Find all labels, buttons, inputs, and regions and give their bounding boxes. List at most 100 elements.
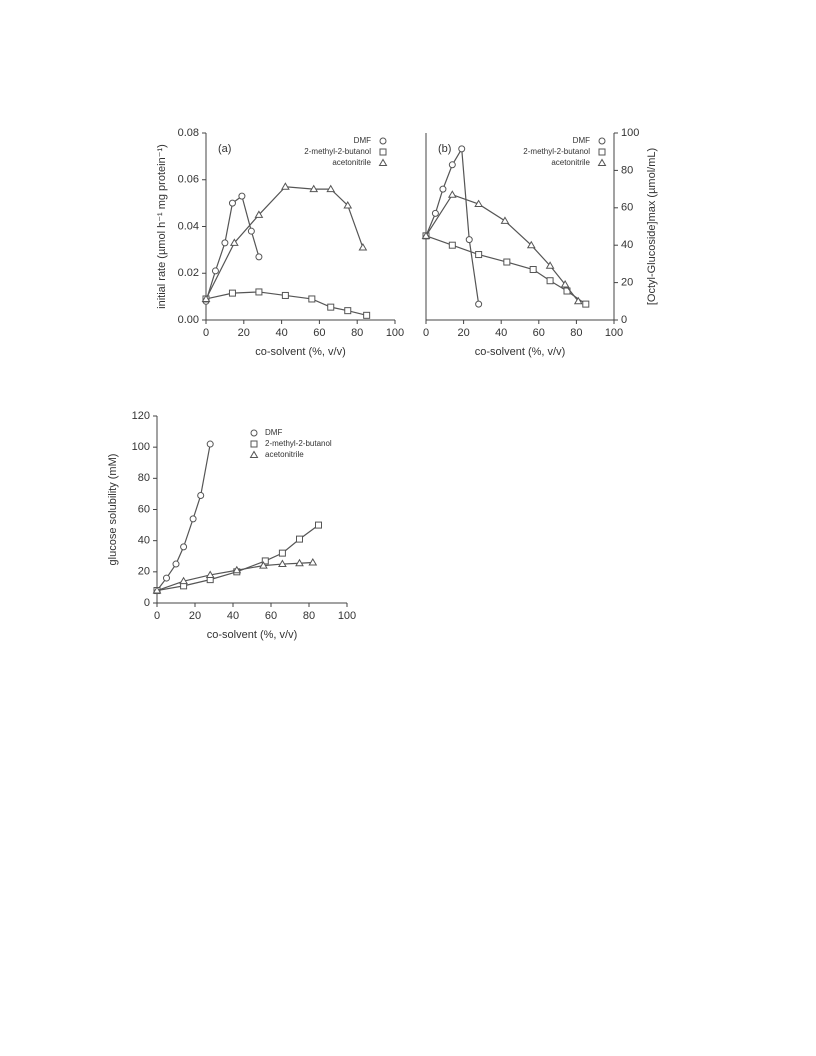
marker — [189, 515, 197, 523]
marker — [439, 185, 447, 193]
legend-label: 2-methyl-2-butanol — [304, 147, 371, 156]
marker — [163, 574, 170, 582]
y-axis-label: glucose solubility (mM) — [107, 454, 119, 566]
x-tick-label: 100 — [338, 610, 356, 622]
series-line — [425, 146, 480, 305]
marker — [197, 491, 205, 499]
y-tick-label: 40 — [621, 239, 633, 251]
y-tick-label: 100 — [621, 127, 639, 139]
marker — [447, 190, 457, 198]
marker — [421, 231, 431, 239]
x-tick-label: 20 — [238, 327, 250, 339]
x-tick-label: 0 — [203, 327, 209, 339]
marker — [281, 291, 289, 299]
x-tick-label: 0 — [423, 327, 429, 339]
marker — [250, 429, 258, 437]
series-line — [156, 443, 211, 591]
marker — [448, 241, 456, 249]
marker — [379, 137, 387, 145]
y-tick-label: 0 — [144, 597, 150, 609]
marker — [232, 565, 242, 574]
marker — [573, 296, 583, 305]
marker — [250, 440, 258, 448]
marker — [465, 236, 473, 244]
y-tick-label: 0.04 — [178, 220, 199, 232]
series-line — [205, 186, 364, 300]
x-tick-label: 60 — [533, 327, 545, 339]
marker — [503, 258, 511, 266]
legend-label: DMF — [354, 136, 371, 145]
marker — [358, 243, 368, 251]
y-tick-label: 40 — [138, 535, 150, 547]
y-tick-label: 20 — [621, 277, 633, 289]
marker — [228, 289, 236, 297]
marker — [343, 200, 353, 209]
x-tick-label: 20 — [457, 327, 469, 339]
x-tick-label: 60 — [265, 610, 277, 622]
x-tick-label: 60 — [313, 327, 325, 339]
y-tick-label: 0 — [621, 314, 627, 326]
y-axis-label: [Octyl-Glucoside]max (µmol/mL) — [646, 148, 658, 305]
x-tick-label: 20 — [189, 610, 201, 622]
marker — [308, 295, 316, 303]
marker — [448, 161, 456, 169]
y-axis-label: initial rate (µmol h⁻¹ mg protein⁻¹) — [156, 144, 168, 309]
chart: 0 20 40 60 80 100 0.00 0.02 0.04 0.06 0.08 co-solve… — [156, 127, 404, 358]
x-axis-label: co-solvent (%, v/v) — [475, 346, 565, 358]
marker — [295, 558, 304, 567]
series-line — [156, 524, 319, 592]
x-tick-label: 40 — [275, 327, 287, 339]
marker — [363, 311, 371, 319]
marker — [278, 559, 287, 568]
marker — [278, 549, 286, 557]
marker — [180, 543, 188, 551]
x-tick-label: 40 — [227, 610, 239, 622]
x-tick-label: 80 — [570, 327, 582, 339]
marker — [545, 261, 555, 269]
marker — [378, 158, 388, 166]
legend-label: 2-methyl-2-butanol — [265, 439, 332, 448]
marker — [205, 570, 215, 578]
y-tick-label: 0.06 — [178, 174, 199, 186]
marker — [529, 266, 537, 274]
marker — [598, 137, 606, 145]
marker — [500, 216, 510, 224]
chart: 0 20 40 60 80 100 0 20 40 60 80 100 120 co-solvent (%… — [107, 410, 356, 641]
marker — [238, 192, 246, 200]
series-line — [205, 195, 260, 302]
x-tick-label: 100 — [386, 327, 404, 339]
marker — [281, 182, 290, 190]
marker — [255, 288, 263, 296]
marker — [261, 557, 269, 565]
marker — [598, 148, 606, 156]
marker — [582, 300, 590, 308]
legend-label: acetonitrile — [332, 158, 371, 167]
marker — [474, 199, 484, 208]
marker — [597, 158, 607, 166]
panel-label: (a) — [218, 143, 231, 155]
marker — [152, 586, 162, 594]
marker — [379, 148, 387, 156]
marker — [211, 267, 219, 275]
y-tick-label: 0.02 — [178, 267, 199, 279]
marker — [546, 277, 554, 285]
marker — [296, 535, 303, 543]
legend-label: DMF — [573, 136, 590, 145]
x-tick-label: 80 — [303, 610, 315, 622]
marker — [179, 576, 188, 585]
y-tick-label: 20 — [138, 566, 150, 578]
legend-label: acetonitrile — [265, 450, 304, 459]
marker — [229, 238, 239, 246]
marker — [206, 440, 214, 448]
marker — [344, 307, 352, 315]
series-line — [156, 561, 313, 592]
marker — [326, 184, 336, 193]
marker — [309, 184, 319, 193]
marker — [315, 521, 322, 529]
marker — [308, 557, 318, 566]
y-tick-label: 0.08 — [178, 127, 199, 139]
panel-label: (b) — [438, 143, 451, 155]
y-tick-label: 80 — [621, 164, 633, 176]
